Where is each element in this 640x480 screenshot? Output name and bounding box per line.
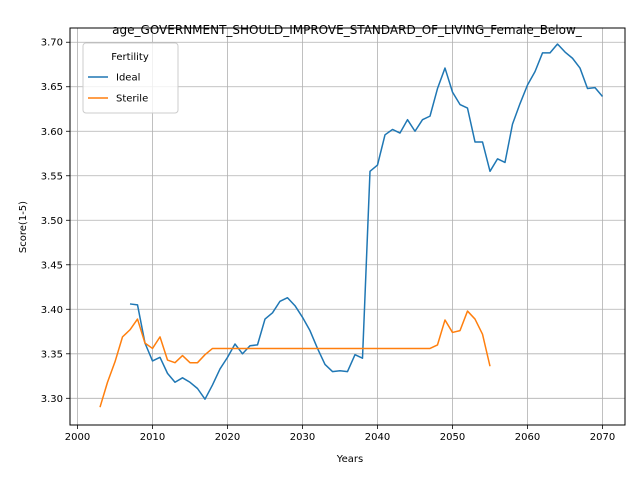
y-tick-label: 3.60 bbox=[41, 127, 63, 138]
y-tick-label: 3.50 bbox=[41, 216, 63, 227]
x-axis-ticks: 2000 2010 2020 2030 2040 2050 2060 2070 bbox=[65, 425, 615, 443]
legend: Fertility Ideal Sterile bbox=[82, 42, 179, 114]
chart-title: age_GOVERNMENT_SHOULD_IMPROVE_STANDARD_O… bbox=[112, 23, 583, 37]
y-tick-label: 3.55 bbox=[41, 171, 63, 182]
y-tick-label: 3.40 bbox=[41, 305, 63, 316]
x-tick-label: 2060 bbox=[515, 432, 540, 443]
series-line-ideal bbox=[129, 43, 604, 400]
legend-label-ideal: Ideal bbox=[116, 73, 140, 84]
x-tick-label: 2050 bbox=[440, 432, 465, 443]
y-axis-label: Score(1-5) bbox=[18, 201, 29, 253]
x-tick-label: 2030 bbox=[290, 432, 315, 443]
y-tick-label: 3.70 bbox=[41, 38, 63, 49]
x-tick-label: 2070 bbox=[590, 432, 615, 443]
legend-label-sterile: Sterile bbox=[116, 94, 148, 105]
legend-box bbox=[82, 42, 179, 114]
x-tick-label: 2000 bbox=[65, 432, 90, 443]
x-tick-label: 2040 bbox=[365, 432, 390, 443]
legend-entries: Ideal Sterile bbox=[88, 73, 148, 105]
x-axis-label: Years bbox=[336, 454, 363, 465]
legend-title: Fertility bbox=[111, 52, 149, 63]
y-tick-label: 3.35 bbox=[41, 349, 63, 360]
series-line-sterile bbox=[99, 310, 491, 408]
plot-frame bbox=[69, 27, 626, 426]
x-tick-label: 2010 bbox=[140, 432, 165, 443]
grid bbox=[70, 28, 625, 425]
y-axis-ticks: 3.30 3.35 3.40 3.45 3.50 3.55 3.60 3.65 3.70 bbox=[41, 38, 70, 405]
x-tick-label: 2020 bbox=[215, 432, 240, 443]
series-lines bbox=[99, 43, 604, 408]
y-tick-label: 3.45 bbox=[41, 260, 63, 271]
y-tick-label: 3.65 bbox=[41, 82, 63, 93]
y-tick-label: 3.30 bbox=[41, 394, 63, 405]
